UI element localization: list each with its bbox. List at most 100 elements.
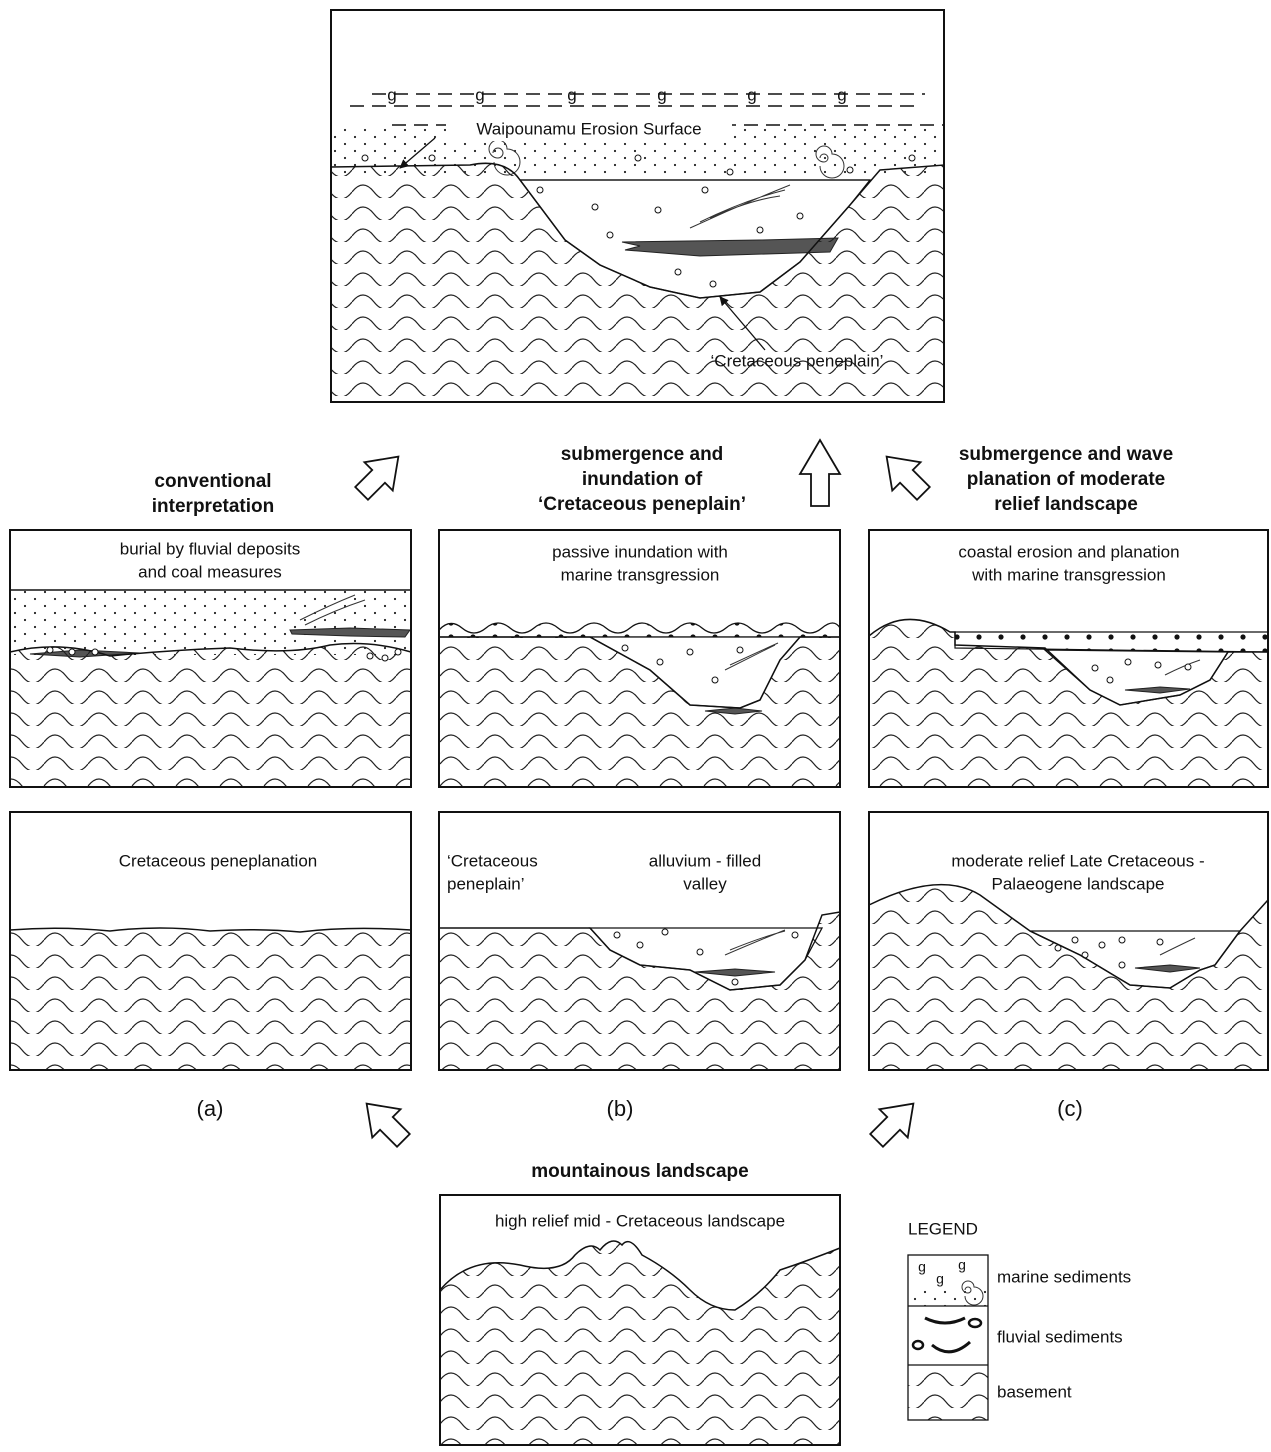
frame-shape — [438, 811, 841, 1071]
label: ‘Cretaceous — [447, 851, 538, 870]
thin-shape — [815, 145, 845, 179]
arrow-shape — [365, 1102, 412, 1149]
frame-shape — [9, 811, 412, 1071]
circle-shape — [634, 154, 642, 162]
circle-shape — [1071, 936, 1079, 944]
thin-shape — [1159, 937, 1196, 956]
label: g — [837, 85, 846, 104]
circle-shape — [791, 931, 799, 939]
path-shape — [931, 1340, 972, 1354]
label: ‘Cretaceous peneplain’ — [711, 351, 884, 370]
path-shape — [924, 1316, 966, 1325]
circle-shape — [1106, 676, 1114, 684]
headings: conventional interpretation submergence … — [152, 444, 1173, 1182]
label: conventional — [154, 471, 271, 492]
thin-shape — [724, 929, 786, 956]
thin-shape — [689, 184, 791, 229]
top-panel: g g g g g g Waipounamu Erosion Surface ‘… — [330, 9, 945, 403]
label: ‘Cretaceous peneplain’ — [538, 494, 746, 515]
base-shape — [868, 618, 1269, 788]
circle-shape — [796, 212, 804, 220]
label: high relief mid - Cretaceous landscape — [495, 1211, 785, 1230]
arrow-shape — [868, 1102, 915, 1149]
label: interpretation — [152, 496, 274, 517]
circle-shape — [756, 226, 764, 234]
circle-shape — [1091, 664, 1099, 672]
label: submergence and — [561, 444, 724, 465]
label: g — [657, 85, 666, 104]
thin-shape — [1164, 659, 1201, 676]
arrows — [353, 438, 932, 1149]
circle-shape — [621, 644, 629, 652]
circle-shape — [696, 948, 704, 956]
g-shape — [46, 646, 402, 662]
line-shape — [719, 296, 766, 351]
circle-shape — [91, 648, 99, 656]
circle-shape — [366, 652, 374, 660]
label: fluvial sediments — [997, 1327, 1123, 1346]
circle-shape — [908, 154, 916, 162]
lens-shape — [694, 968, 776, 977]
bottom-panel-a: Cretaceous peneplanation — [9, 811, 412, 1071]
circle-shape — [726, 168, 734, 176]
rect-shape — [908, 1290, 988, 1306]
label: basement — [997, 1382, 1072, 1401]
base-shape — [330, 162, 945, 403]
bottom-panel-c: moderate relief Late Cretaceous - Palaeo… — [868, 811, 1269, 1071]
label: g — [567, 85, 576, 104]
base-shape — [439, 1240, 841, 1446]
circle-shape — [701, 186, 709, 194]
column-labels: (a) (b) (c) — [197, 1096, 1083, 1121]
circle-shape — [636, 941, 644, 949]
rect-shape — [446, 119, 732, 141]
circle-shape — [711, 676, 719, 684]
circle-shape — [394, 648, 402, 656]
circle-shape — [381, 654, 389, 662]
g-shape — [621, 644, 744, 684]
g-shape — [361, 154, 916, 288]
lens-shape — [1124, 686, 1191, 694]
rect-shape — [908, 1365, 988, 1420]
label: burial by fluvial deposits — [120, 539, 300, 558]
base-shape — [9, 927, 412, 1071]
circle-shape — [428, 154, 436, 162]
bottom-panel-b: ‘Cretaceous peneplain’ alluvium - filled… — [438, 811, 841, 1071]
arrow-shape — [885, 455, 932, 502]
label: g — [475, 85, 484, 104]
circle-shape — [606, 231, 614, 239]
circle-shape — [709, 280, 717, 288]
frame-shape — [868, 811, 1269, 1071]
label: peneplain’ — [447, 874, 525, 893]
label: (a) — [197, 1096, 224, 1121]
circle-shape — [1118, 961, 1126, 969]
circle-shape — [731, 978, 739, 986]
circle-shape — [1124, 658, 1132, 666]
line-shape — [399, 137, 436, 169]
label: planation of moderate — [967, 469, 1165, 490]
middle-panel-b: passive inundation with marine transgres… — [438, 529, 841, 788]
label: Palaeogene landscape — [992, 874, 1165, 893]
label: Waipounamu Erosion Surface — [476, 119, 701, 138]
base-shape — [868, 883, 1269, 1071]
label: Cretaceous peneplanation — [119, 851, 317, 870]
label: marine transgression — [561, 565, 720, 584]
label: inundation of — [582, 469, 703, 490]
circle-shape — [674, 268, 682, 276]
legend: LEGEND g g g marine sediments fluvial se… — [907, 1219, 1131, 1421]
label: and coal measures — [138, 562, 282, 581]
label: moderate relief Late Cretaceous - — [951, 851, 1204, 870]
circle-shape — [68, 648, 76, 656]
label: LEGEND — [908, 1219, 978, 1238]
g-shape — [1091, 658, 1192, 684]
frame-shape — [9, 529, 412, 788]
circle-shape — [536, 186, 544, 194]
circle-shape — [654, 206, 662, 214]
circle-shape — [661, 928, 669, 936]
mountain-panel: high relief mid - Cretaceous landscape — [439, 1194, 841, 1446]
g-shape — [613, 928, 799, 986]
label: g — [958, 1257, 966, 1273]
circle-shape — [1154, 661, 1162, 669]
g-shape — [1054, 936, 1164, 969]
middle-panel-c: coastal erosion and planation with marin… — [868, 529, 1269, 788]
